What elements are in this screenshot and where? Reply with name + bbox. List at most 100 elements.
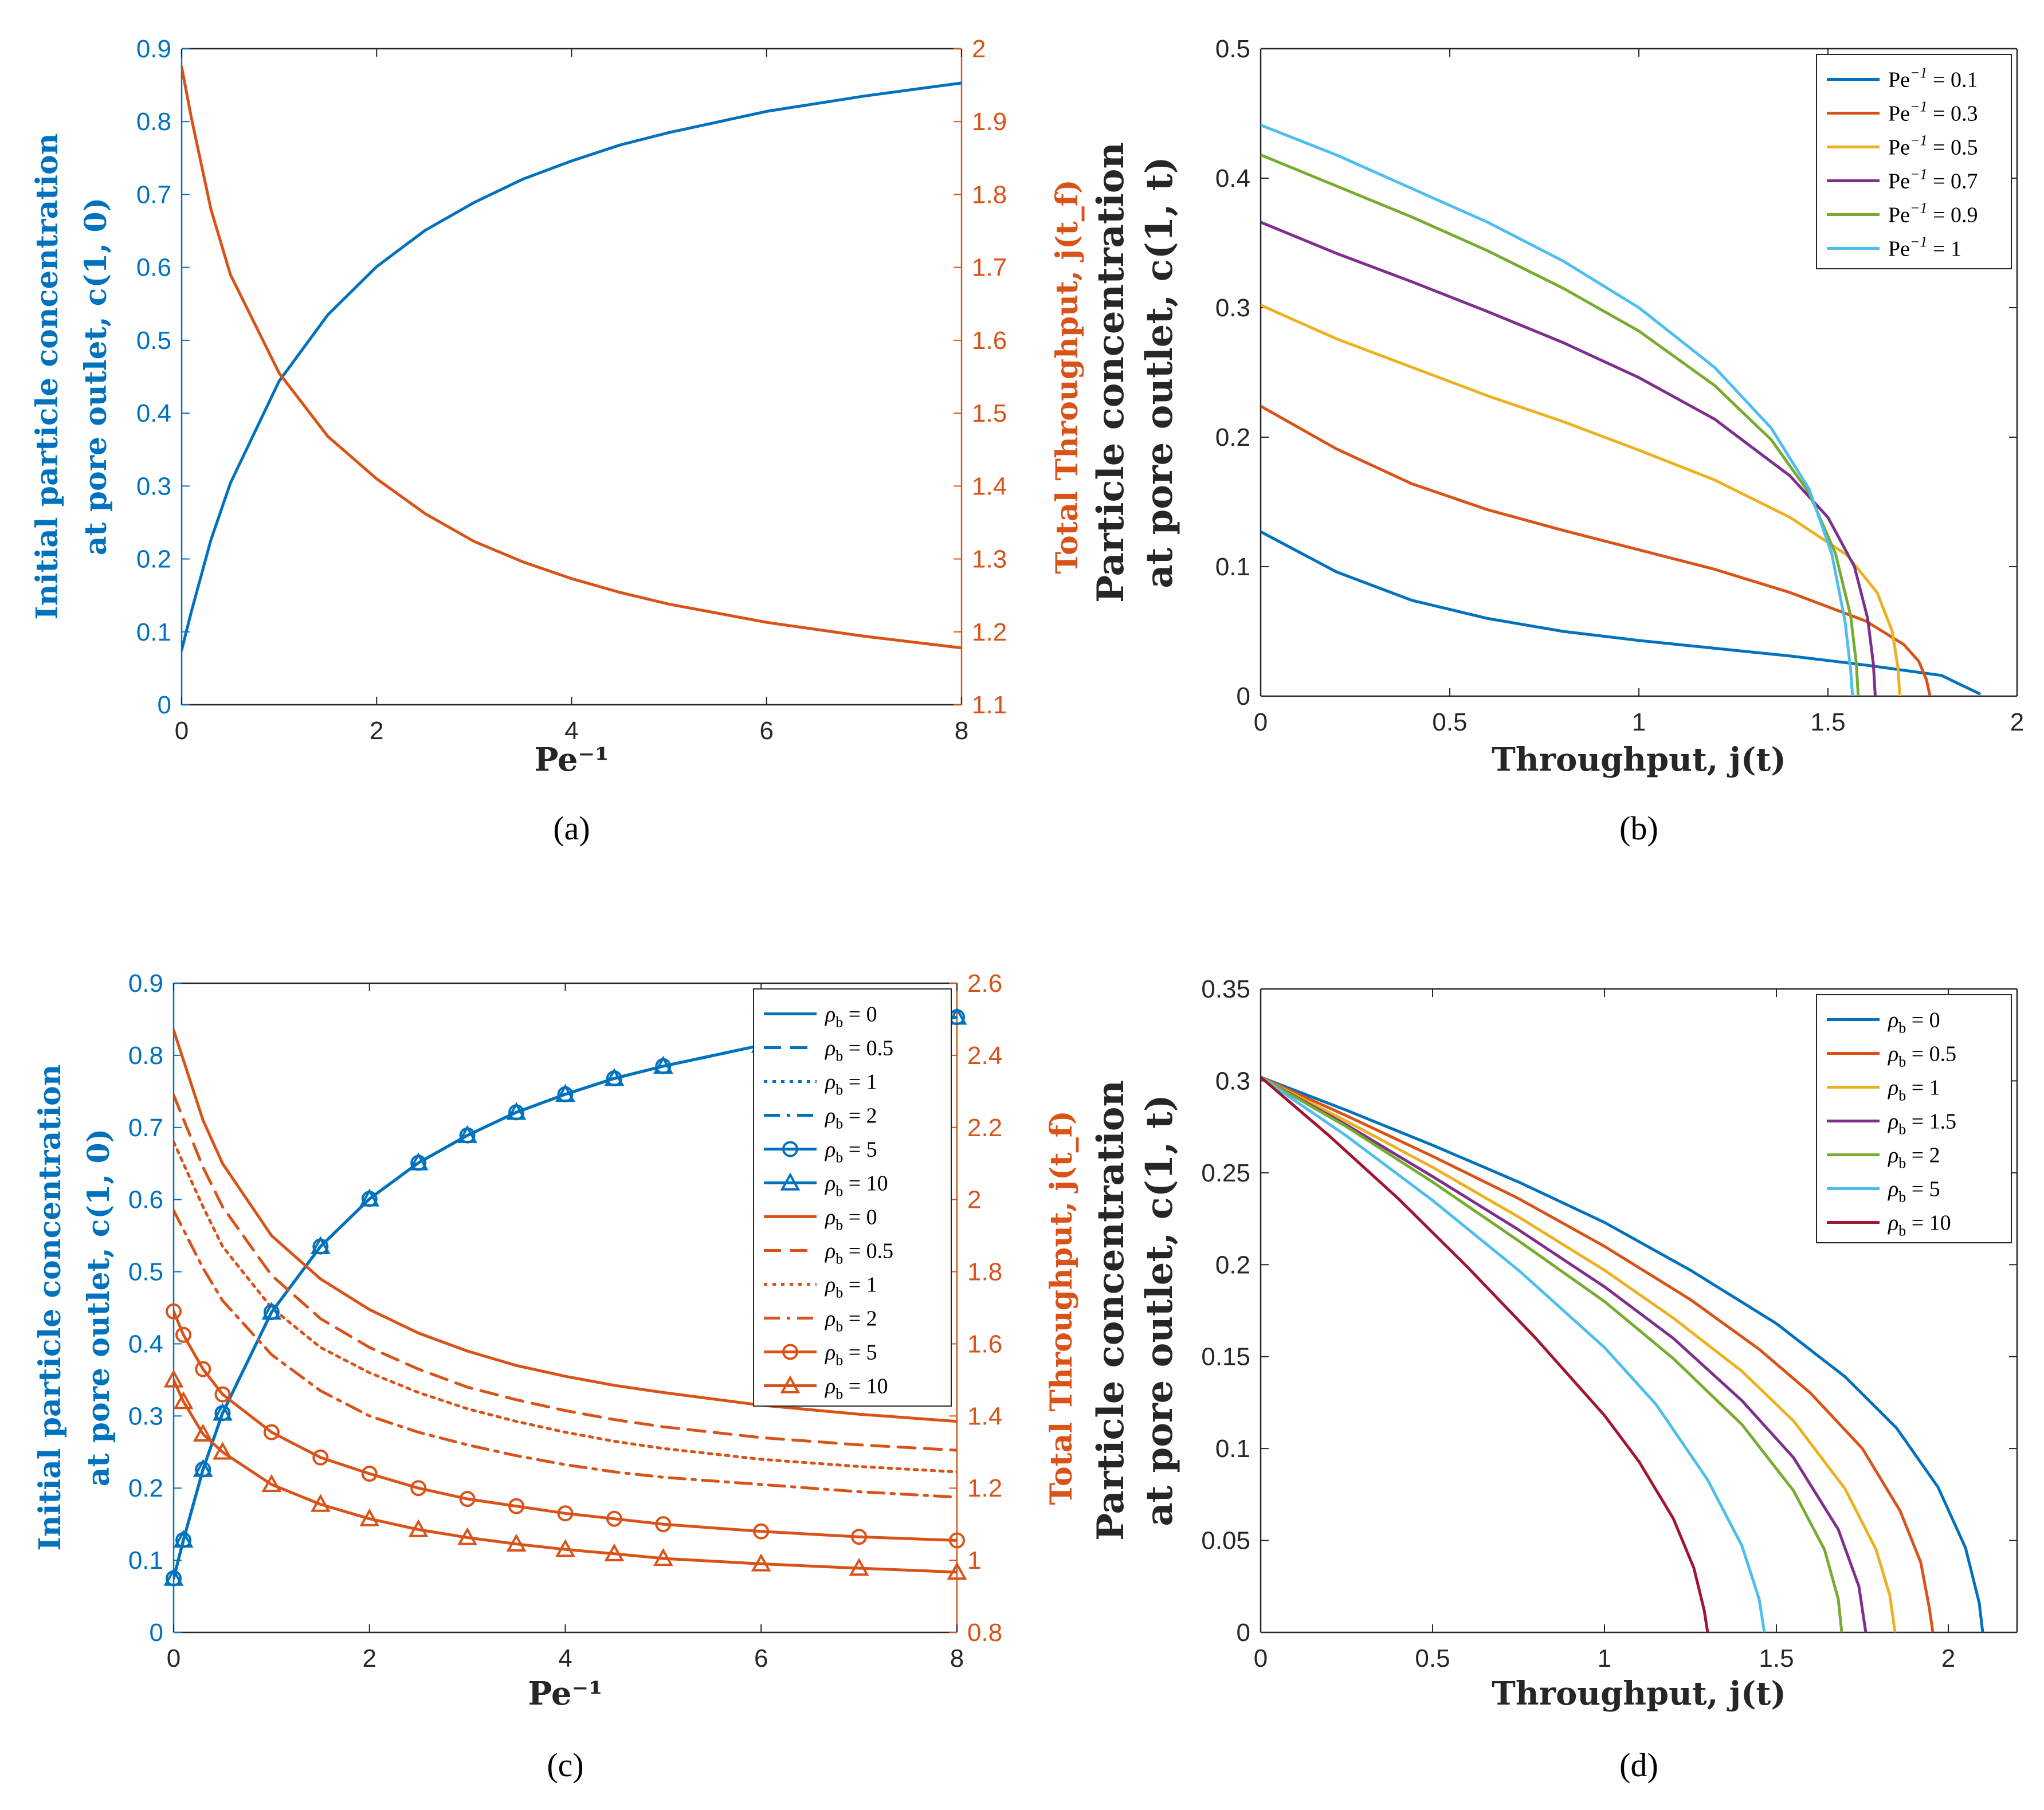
data-point — [459, 1491, 476, 1507]
y-axis-label: at pore outlet, c(1, 0) — [79, 198, 113, 555]
legend-marker — [782, 1344, 798, 1360]
legend-label: Pe−1 = 0.7 — [1888, 166, 1978, 194]
data-point — [193, 1423, 213, 1442]
x-tick-label: 0.5 — [1432, 708, 1467, 736]
data-point — [408, 1152, 429, 1171]
y-tick-label: 0.8 — [136, 108, 171, 136]
y-tick-label: 0 — [1237, 1619, 1250, 1647]
y-tick-label: 0.1 — [1215, 1435, 1250, 1463]
y-axis-label: at pore outlet, c(1, t) — [1138, 156, 1181, 588]
x-axis-label: Throughput, j(t) — [1492, 1675, 1786, 1713]
x-tick-label: 4 — [564, 717, 578, 745]
x-tick-label: 0 — [1254, 1644, 1268, 1672]
legend-label: ρb = 5 — [825, 1138, 877, 1166]
y-axis-label: Initial particle concentration — [30, 133, 65, 619]
panel-caption: (c) — [547, 1746, 583, 1784]
series-line — [1261, 405, 1932, 696]
series-line — [1261, 123, 1854, 696]
x-axis-label: Pe⁻¹ — [528, 1675, 602, 1713]
y-tick-label: 0.8 — [128, 1042, 163, 1070]
data-point — [604, 1543, 625, 1561]
legend-label: ρb = 5 — [1888, 1177, 1940, 1206]
series-line — [174, 1028, 957, 1423]
series-line — [1261, 1075, 1868, 1632]
legend-box — [1816, 994, 2012, 1243]
data-point — [312, 1449, 329, 1466]
y-tick-label: 0 — [150, 1619, 163, 1647]
y-tick-label: 0.4 — [136, 399, 171, 427]
y-tick-label-right: 1.6 — [967, 1330, 1002, 1358]
series-line — [1261, 153, 1860, 696]
y-tick-label: 0.9 — [136, 35, 171, 63]
legend-label: Pe−1 = 0.5 — [1888, 132, 1978, 160]
y-tick-label: 0.7 — [128, 1114, 163, 1142]
data-point — [175, 1326, 192, 1343]
data-point — [173, 1391, 194, 1409]
y-tick-label: 0.3 — [1215, 294, 1250, 322]
x-tick-label: 0 — [1254, 708, 1268, 736]
y-tick-label-right: 1.2 — [972, 618, 1007, 646]
y-axis-label: at pore outlet, c(1, t) — [1138, 1094, 1181, 1526]
y-tick-label-right: 1 — [967, 1546, 981, 1575]
y-tick-label: 0.2 — [1215, 423, 1250, 451]
series-line — [182, 81, 962, 652]
data-point — [410, 1480, 427, 1497]
data-point — [310, 1494, 331, 1512]
x-tick-label: 2 — [2010, 708, 2024, 736]
y-tick-label-right: 1.5 — [972, 399, 1007, 427]
panel-caption: (a) — [553, 810, 590, 847]
data-point — [555, 1539, 575, 1557]
panel-caption: (b) — [1619, 810, 1658, 847]
y-axis-label-right: Total Throughput, j(t_f) — [1044, 1110, 1079, 1505]
y-tick-label: 0.35 — [1201, 975, 1250, 1003]
legend-label: ρb = 5 — [825, 1341, 877, 1369]
legend-marker — [782, 1141, 798, 1157]
data-point — [653, 1548, 673, 1566]
y-axis-label: Particle concentration — [1089, 1080, 1132, 1541]
y-tick-label: 0.7 — [136, 180, 171, 209]
legend-label: ρb = 10 — [1888, 1211, 1951, 1239]
y-tick-label: 0.3 — [1215, 1067, 1250, 1095]
y-tick-label: 0.2 — [128, 1474, 163, 1502]
y-tick-label-right: 1.4 — [972, 472, 1007, 500]
data-point — [949, 1532, 965, 1549]
legend-label: ρb = 0 — [825, 1003, 877, 1031]
y-tick-label: 0.1 — [128, 1546, 163, 1575]
legend-marker — [780, 1375, 801, 1393]
x-tick-label: 8 — [955, 717, 968, 745]
y-axis-label-right: Total Throughput, j(t_f) — [1050, 179, 1085, 574]
y-tick-label: 0.4 — [1215, 164, 1250, 193]
legend-label: ρb = 10 — [825, 1375, 888, 1403]
y-tick-label: 0.2 — [1215, 1251, 1250, 1279]
series-group — [1261, 123, 1981, 696]
y-tick-label: 0 — [1237, 682, 1250, 710]
x-tick-label: 4 — [558, 1644, 572, 1672]
y-tick-label: 0.4 — [128, 1330, 163, 1358]
panel-b: 0 0.5 1 1.5 200.10.20.30.40.5Pe−1 = 0.1Pe−1 … — [1089, 35, 2024, 847]
data-point — [310, 1236, 331, 1254]
y-tick-label-right: 1.7 — [972, 254, 1007, 282]
y-tick-label-right: 1.6 — [972, 327, 1007, 355]
y-tick-label-right: 2 — [967, 1186, 981, 1214]
data-point — [506, 1102, 527, 1120]
x-tick-label: 0 — [167, 1644, 181, 1672]
series-line — [1261, 1075, 1843, 1632]
data-point — [751, 1553, 771, 1572]
data-point — [506, 1533, 527, 1552]
data-point — [213, 1403, 233, 1421]
series-line — [1261, 1075, 1897, 1632]
y-tick-label-right: 1.3 — [972, 545, 1007, 574]
y-tick-label-right: 2.4 — [967, 1042, 1002, 1070]
series-line — [1261, 1075, 1766, 1632]
x-tick-label: 1.5 — [1759, 1644, 1794, 1672]
data-point — [753, 1523, 770, 1540]
data-point — [947, 1561, 967, 1580]
y-axis-label: Initial particle concentration — [33, 1064, 68, 1550]
y-tick-label: 0.5 — [128, 1258, 163, 1286]
y-tick-label-right: 1.1 — [972, 691, 1007, 719]
data-point — [457, 1125, 478, 1143]
x-tick-label: 6 — [760, 717, 774, 745]
legend-box — [753, 988, 952, 1407]
x-tick-label: 1 — [1632, 708, 1646, 736]
data-point — [173, 1529, 194, 1548]
